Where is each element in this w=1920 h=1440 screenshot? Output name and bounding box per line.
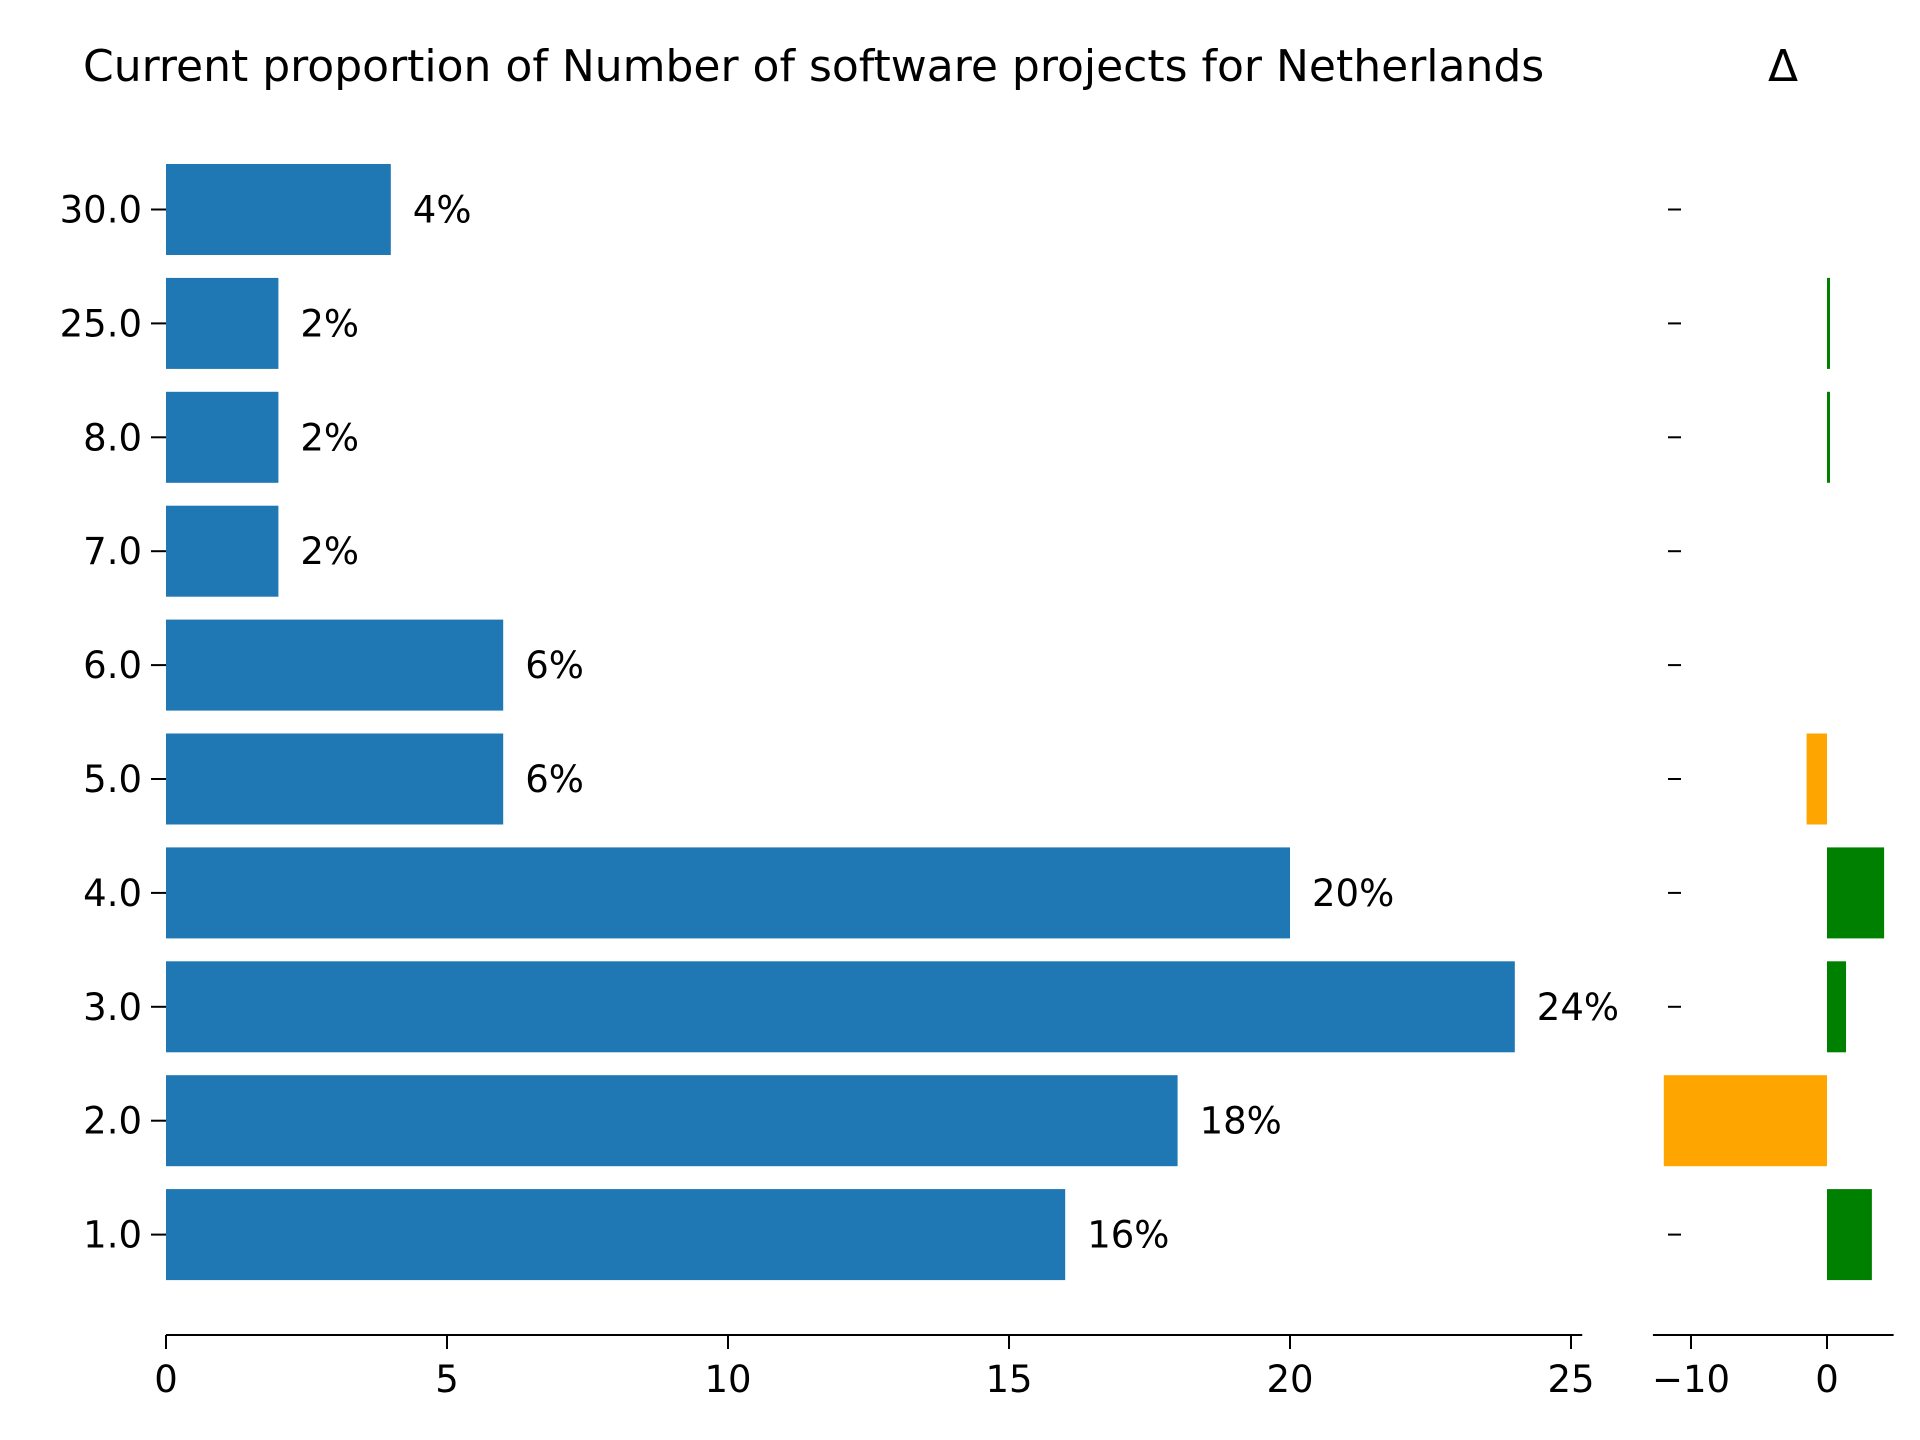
main-bar xyxy=(166,1189,1066,1281)
main-bar xyxy=(166,847,1290,939)
main-bar-value-label: 2% xyxy=(300,416,359,459)
main-bar-plot: 30.0 4% 25.0 2% 8.0 2% 7.0 2% 6.0 6% 5.0 6% 4.0 20% 3.… xyxy=(60,164,1619,1401)
main-y-tick-label: 8.0 xyxy=(83,416,142,459)
main-bar xyxy=(166,164,391,255)
main-bar-value-label: 2% xyxy=(300,302,359,345)
main-x-tick-label: 0 xyxy=(154,1358,178,1401)
main-y-tick-label: 7.0 xyxy=(83,530,142,573)
delta-bar xyxy=(1827,277,1830,369)
main-bar xyxy=(166,961,1515,1053)
main-y-tick-label: 6.0 xyxy=(83,644,142,687)
delta-bar xyxy=(1806,733,1827,825)
delta-bar xyxy=(1827,961,1847,1053)
main-bar xyxy=(166,733,504,825)
delta-bar-plot: −10 0 xyxy=(1652,208,1894,1401)
delta-bar xyxy=(1663,1075,1827,1167)
main-bar-value-label: 24% xyxy=(1537,986,1619,1029)
main-x-tick-label: 10 xyxy=(704,1358,751,1401)
delta-x-tick-label: 0 xyxy=(1815,1358,1839,1401)
main-y-tick-label: 30.0 xyxy=(60,189,142,232)
delta-x-tick-label: −10 xyxy=(1652,1358,1730,1401)
delta-bar xyxy=(1827,847,1885,939)
main-bar-value-label: 16% xyxy=(1087,1214,1169,1257)
main-bar xyxy=(166,277,279,369)
main-bar-value-label: 6% xyxy=(525,758,584,801)
main-x-tick-label: 15 xyxy=(985,1358,1032,1401)
main-bar xyxy=(166,619,504,711)
main-bar xyxy=(166,1075,1178,1167)
main-chart-title: Current proportion of Number of software… xyxy=(83,41,1544,92)
main-bar-value-label: 4% xyxy=(413,189,472,232)
main-y-tick-label: 5.0 xyxy=(83,758,142,801)
main-x-tick-label: 5 xyxy=(435,1358,459,1401)
main-bar xyxy=(166,391,279,483)
main-bar-value-label: 2% xyxy=(300,530,359,573)
main-bar-value-label: 18% xyxy=(1200,1100,1282,1143)
main-y-tick-label: 25.0 xyxy=(60,302,142,345)
main-x-tick-label: 25 xyxy=(1547,1358,1594,1401)
main-bar-value-label: 6% xyxy=(525,644,584,687)
main-x-tick-label: 20 xyxy=(1266,1358,1313,1401)
delta-bar xyxy=(1827,391,1830,483)
main-bar-value-label: 20% xyxy=(1312,872,1394,915)
delta-chart-title: Δ xyxy=(1768,41,1798,92)
main-y-tick-label: 1.0 xyxy=(83,1214,142,1257)
main-bar xyxy=(166,505,279,597)
main-y-tick-label: 3.0 xyxy=(83,986,142,1029)
main-y-tick-label: 4.0 xyxy=(83,872,142,915)
delta-bar xyxy=(1827,1189,1872,1281)
main-y-tick-label: 2.0 xyxy=(83,1100,142,1143)
